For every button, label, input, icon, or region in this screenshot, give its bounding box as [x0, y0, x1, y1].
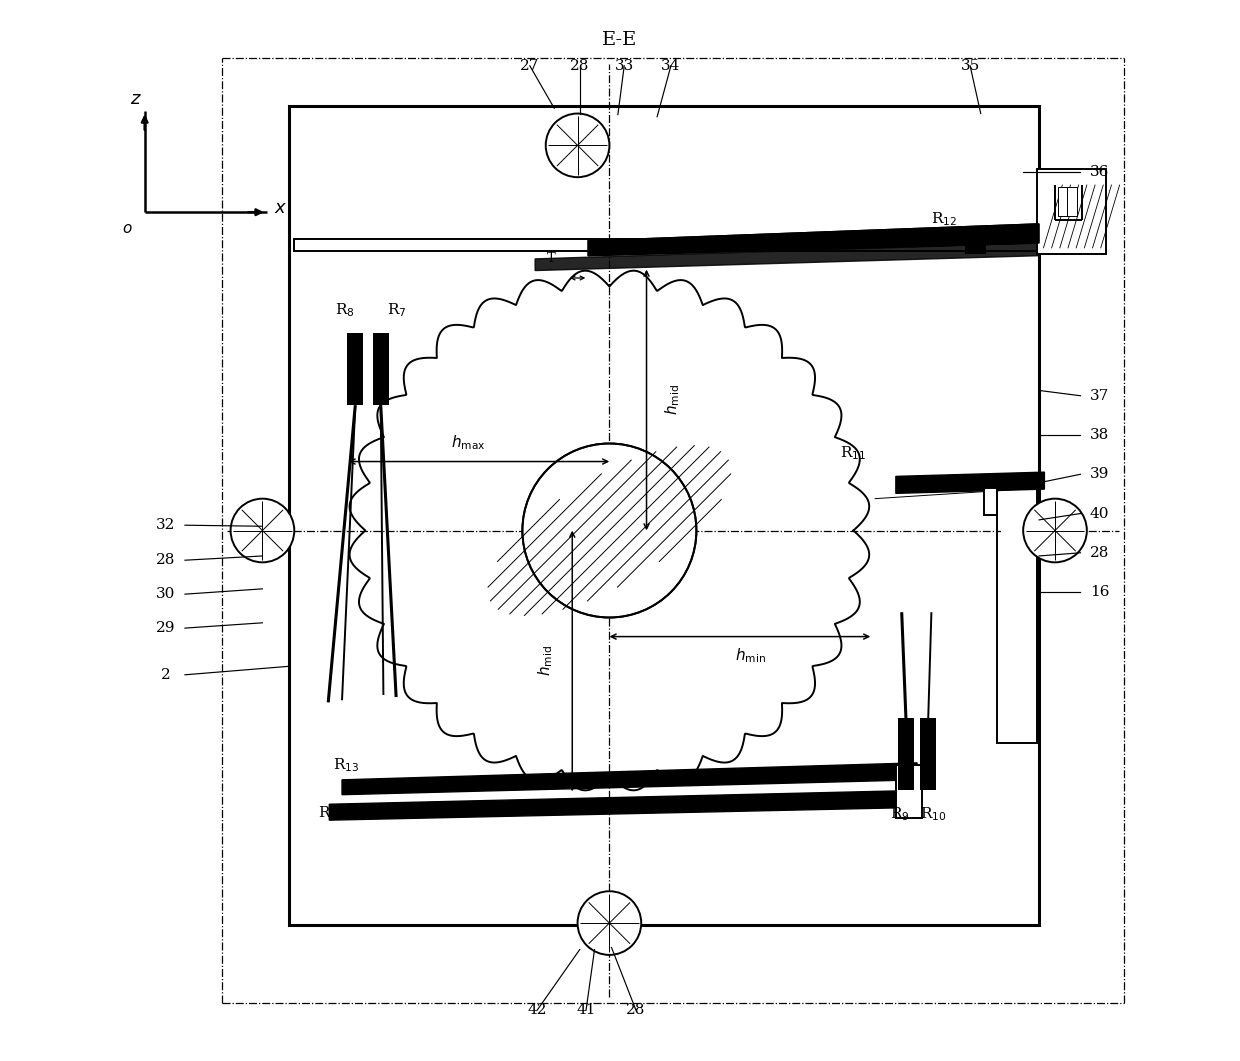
Text: $h_{\rm min}$: $h_{\rm min}$	[735, 646, 766, 665]
Text: R$_{12}$: R$_{12}$	[930, 211, 956, 228]
Text: E-E: E-E	[603, 32, 637, 49]
Text: $x$: $x$	[274, 199, 288, 216]
Bar	[1001, 492, 1033, 738]
Text: 37: 37	[1090, 388, 1110, 403]
Text: 33: 33	[615, 58, 634, 73]
Text: 28: 28	[156, 553, 176, 568]
Bar	[347, 333, 363, 405]
Text: 40: 40	[1090, 506, 1110, 521]
Text: R$_{10}$: R$_{10}$	[920, 805, 946, 822]
Polygon shape	[330, 790, 918, 820]
Text: $h_{\rm mid}$: $h_{\rm mid}$	[663, 384, 682, 416]
Text: R$_7$: R$_7$	[387, 301, 407, 318]
Circle shape	[578, 891, 641, 955]
Bar	[920, 718, 936, 790]
Bar	[294, 239, 1102, 251]
Polygon shape	[342, 763, 918, 795]
Text: $o$: $o$	[123, 222, 133, 237]
Text: 2: 2	[161, 667, 171, 682]
Text: 28: 28	[570, 58, 589, 73]
Text: 32: 32	[156, 518, 176, 533]
Text: 38: 38	[1090, 428, 1110, 442]
Polygon shape	[588, 224, 1039, 256]
Text: 30: 30	[156, 587, 176, 602]
Polygon shape	[588, 224, 1039, 256]
Bar	[965, 239, 986, 254]
Polygon shape	[895, 472, 1044, 493]
Circle shape	[231, 499, 294, 562]
Text: R$_{14}$: R$_{14}$	[319, 804, 345, 821]
Bar	[983, 488, 997, 515]
Bar	[373, 333, 388, 405]
Text: $z$: $z$	[130, 90, 143, 107]
Circle shape	[1023, 499, 1086, 562]
Circle shape	[546, 114, 609, 177]
Text: 28: 28	[1090, 545, 1110, 560]
Text: $h_{\rm max}$: $h_{\rm max}$	[451, 433, 486, 452]
Text: R$_9$: R$_9$	[890, 805, 910, 822]
Bar	[289, 106, 1039, 925]
Text: 28: 28	[626, 1003, 646, 1017]
Text: 27: 27	[520, 58, 539, 73]
Bar	[983, 488, 997, 515]
Text: 39: 39	[1090, 467, 1110, 482]
Text: 35: 35	[961, 58, 980, 73]
Bar	[895, 765, 923, 818]
Text: R$_8$: R$_8$	[335, 301, 355, 318]
Bar	[997, 488, 1037, 743]
Text: 36: 36	[1090, 164, 1110, 179]
Text: 41: 41	[577, 1003, 595, 1017]
Text: R$_{13}$: R$_{13}$	[334, 756, 360, 773]
Text: 34: 34	[661, 58, 681, 73]
Bar	[898, 718, 914, 790]
Text: 29: 29	[156, 621, 176, 636]
Text: T: T	[547, 253, 556, 265]
Text: $h_{\rm mid}$: $h_{\rm mid}$	[537, 645, 556, 677]
Text: 16: 16	[1090, 585, 1110, 599]
Polygon shape	[536, 243, 1039, 271]
Text: 42: 42	[527, 1003, 547, 1017]
Bar	[1037, 169, 1106, 254]
Text: R$_{11}$: R$_{11}$	[841, 445, 867, 462]
Bar	[1058, 187, 1078, 216]
Circle shape	[522, 443, 697, 618]
